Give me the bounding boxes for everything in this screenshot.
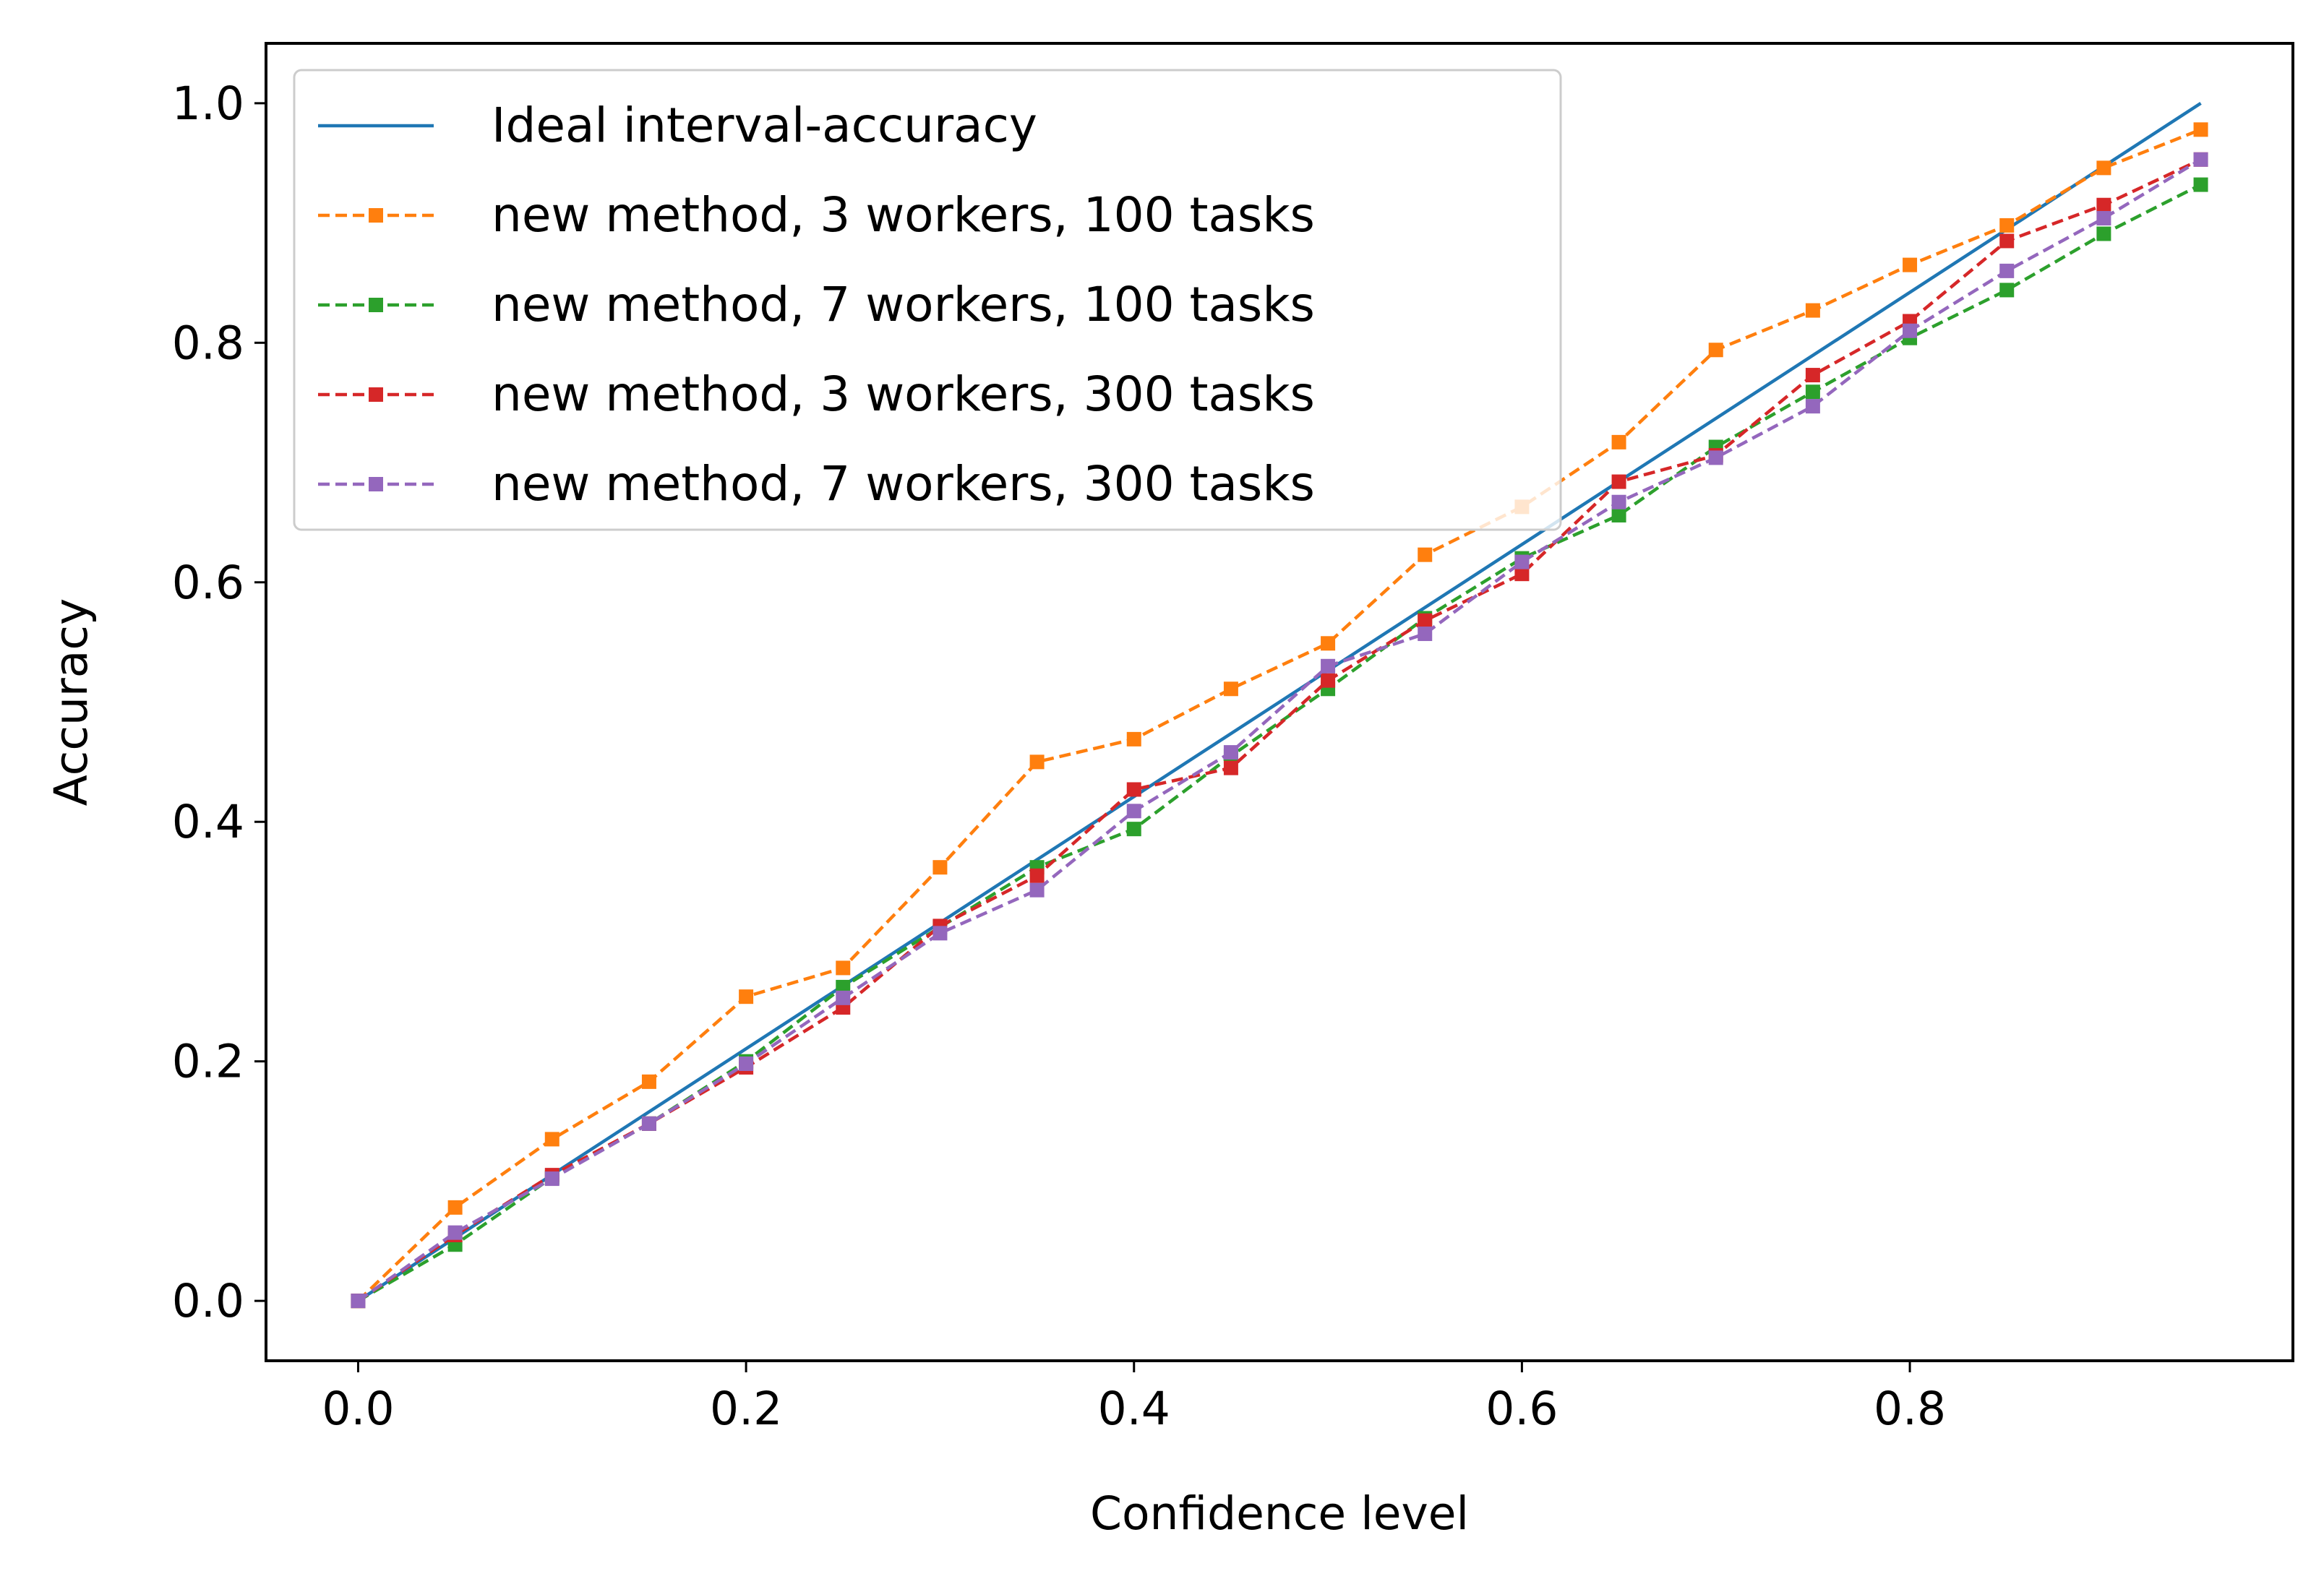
legend-box	[293, 69, 1562, 531]
data-point	[351, 1294, 366, 1309]
data-point	[2193, 152, 2208, 167]
data-point	[2193, 177, 2208, 192]
legend-marker	[369, 387, 383, 402]
data-point	[1029, 882, 1045, 898]
legend-label: new method, 3 workers, 100 tasks	[492, 187, 1315, 243]
data-point	[1611, 494, 1626, 509]
x-tick-label: 0.6	[1485, 1382, 1558, 1435]
legend-marker	[369, 298, 383, 312]
data-point	[1999, 283, 2015, 298]
legend-item: Ideal interval-accuracy	[318, 98, 1037, 153]
y-tick-label: 0.4	[172, 796, 244, 848]
data-point	[1708, 450, 1723, 465]
data-point	[1418, 613, 1433, 628]
y-axis: 0.0 0.2 0.4 0.6 0.8 1.0	[172, 77, 266, 1328]
data-point	[1999, 263, 2015, 278]
data-point	[1321, 673, 1336, 688]
data-point	[1223, 745, 1238, 760]
data-point	[1418, 547, 1433, 562]
data-point	[1126, 822, 1141, 837]
legend-item: new method, 3 workers, 300 tasks	[318, 366, 1315, 422]
series-line-3	[357, 158, 2202, 1302]
data-point	[1611, 507, 1626, 522]
data-point	[1029, 754, 1045, 770]
series-group-4	[351, 152, 2208, 1309]
data-point	[2096, 226, 2111, 241]
legend-marker	[369, 208, 383, 223]
y-tick-label: 0.8	[172, 317, 244, 369]
x-tick-label: 0.2	[710, 1382, 782, 1435]
data-point	[1805, 303, 1820, 318]
data-point	[1223, 681, 1238, 697]
data-point	[2096, 197, 2111, 212]
legend: Ideal interval-accuracy new method, 3 wor…	[293, 69, 1562, 531]
data-point	[1805, 399, 1820, 414]
legend-item: new method, 7 workers, 100 tasks	[318, 277, 1315, 332]
data-point	[544, 1132, 559, 1147]
legend-item: new method, 7 workers, 300 tasks	[318, 456, 1315, 512]
data-point	[641, 1116, 656, 1131]
legend-label: new method, 3 workers, 300 tasks	[492, 366, 1315, 422]
data-point	[1514, 567, 1530, 582]
data-point	[1418, 627, 1433, 642]
data-point	[1708, 343, 1723, 358]
data-point	[1611, 434, 1626, 449]
series-line-4	[357, 158, 2202, 1302]
data-point	[1903, 257, 1918, 272]
legend-label: new method, 7 workers, 300 tasks	[492, 456, 1315, 512]
x-axis-label: Confidence level	[1090, 1487, 1469, 1540]
data-point	[1999, 218, 2015, 233]
data-point	[1805, 384, 1820, 400]
series-line-1	[356, 128, 2202, 1302]
x-tick-label: 0.8	[1874, 1382, 1946, 1435]
data-point	[2096, 210, 2111, 225]
x-axis: 0.0 0.2 0.4 0.6 0.8	[322, 1361, 1946, 1435]
data-point	[1611, 474, 1626, 489]
data-point	[2096, 160, 2111, 176]
x-tick-label: 0.4	[1098, 1382, 1170, 1435]
series-line-ideal	[357, 101, 2202, 1303]
data-point	[739, 1056, 754, 1071]
y-axis-label: Accuracy	[45, 598, 98, 806]
y-tick-label: 0.0	[172, 1275, 244, 1328]
legend-label: new method, 7 workers, 100 tasks	[492, 277, 1315, 332]
data-point	[1999, 233, 2015, 249]
x-tick-label: 0.0	[322, 1382, 394, 1435]
axes-frame	[265, 42, 2294, 1362]
data-point	[739, 989, 754, 1004]
data-point	[836, 990, 851, 1005]
data-point	[447, 1200, 463, 1215]
data-point	[1514, 554, 1530, 569]
data-point	[2193, 122, 2208, 137]
data-point	[1903, 323, 1918, 338]
data-point	[1321, 658, 1336, 674]
y-tick-label: 0.2	[172, 1036, 244, 1088]
data-point	[836, 960, 851, 976]
data-point	[1029, 868, 1045, 883]
data-point	[1321, 636, 1336, 651]
data-point	[641, 1074, 656, 1089]
data-point	[932, 860, 948, 875]
plot-area	[351, 101, 2208, 1309]
data-point	[1126, 804, 1141, 819]
legend-item: new method, 3 workers, 100 tasks	[318, 187, 1315, 243]
data-point	[1126, 731, 1141, 747]
data-point	[447, 1225, 463, 1240]
legend-marker	[369, 477, 383, 491]
y-tick-label: 0.6	[172, 556, 244, 609]
data-point	[1223, 760, 1238, 775]
data-point	[544, 1171, 559, 1187]
data-point	[932, 926, 948, 941]
series-line-2	[357, 183, 2202, 1303]
data-point	[1805, 368, 1820, 383]
y-tick-label: 1.0	[172, 77, 244, 130]
legend-label: Ideal interval-accuracy	[492, 98, 1037, 153]
data-point	[1126, 782, 1141, 797]
